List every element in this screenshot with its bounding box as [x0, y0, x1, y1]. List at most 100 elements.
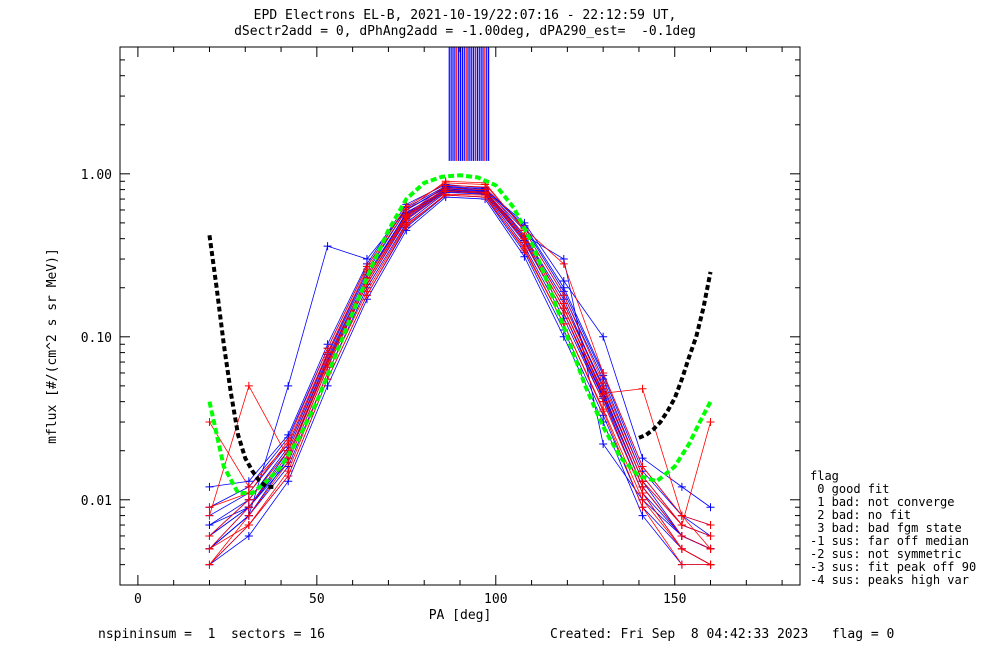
data-point-marker: [559, 291, 568, 300]
data-point-marker: [706, 531, 715, 540]
data-point-marker: [244, 531, 253, 540]
data-point-marker: [244, 503, 253, 512]
data-point-marker: [677, 482, 686, 491]
black-fit-curve: [207, 234, 274, 489]
data-point-marker: [441, 183, 450, 192]
data-point-marker: [244, 495, 253, 504]
data-point-marker: [284, 467, 293, 476]
y-tick-label: 1.00: [81, 168, 112, 183]
legend-entry: 0 good fit: [810, 482, 890, 496]
y-tick-label: 0.01: [81, 494, 112, 509]
data-point-marker: [323, 358, 332, 367]
data-point-marker: [599, 407, 608, 416]
axes: 0 50 100 150 0.01 0.10 1.00: [81, 46, 800, 607]
data-series-red: [209, 193, 711, 565]
data-series-blue: [209, 196, 711, 566]
legend-entry: -3 sus: fit peak off 90: [810, 560, 977, 574]
data-point-marker: [244, 511, 253, 520]
data-point-marker: [599, 439, 608, 448]
data-point-marker: [599, 379, 608, 388]
data-point-marker: [205, 482, 214, 491]
data-point-marker: [323, 242, 332, 251]
data-point-marker: [638, 462, 647, 471]
data-series-blue: [209, 189, 711, 550]
data-point-marker: [362, 255, 371, 264]
data-series-red: [209, 189, 711, 550]
data-point-marker: [520, 234, 529, 243]
legend-entry: 2 bad: no fit: [810, 508, 912, 522]
data-point-marker: [677, 511, 686, 520]
data-point-marker: [706, 544, 715, 553]
data-point-marker: [559, 259, 568, 268]
data-series-red: [209, 191, 711, 565]
data-point-marker: [638, 454, 647, 463]
data-series-blue: [209, 190, 711, 550]
data-point-marker: [559, 304, 568, 313]
data-point-marker: [323, 344, 332, 353]
data-series-group: [205, 177, 715, 569]
data-point-marker: [677, 544, 686, 553]
data-point-marker: [677, 560, 686, 569]
data-series-blue: [209, 189, 711, 550]
data-point-marker: [362, 287, 371, 296]
legend-entry: -2 sus: not symmetric: [810, 547, 962, 561]
data-point-marker: [402, 212, 411, 221]
data-point-marker: [244, 521, 253, 530]
fit-curves: [207, 173, 713, 496]
data-point-marker: [441, 191, 450, 200]
data-point-marker: [205, 511, 214, 520]
x-tick-label: 0: [134, 592, 142, 607]
chart-title-line2: dSectr2add = 0, dPhAng2add = -1.00deg, d…: [234, 24, 696, 39]
data-series-red: [209, 182, 711, 526]
data-series-blue: [209, 185, 711, 537]
data-series-blue: [209, 190, 711, 550]
data-point-marker: [481, 185, 490, 194]
x-tick-label: 100: [484, 592, 507, 607]
legend-entry: -4 sus: peaks high var: [810, 573, 969, 587]
data-point-marker: [481, 193, 490, 202]
data-point-marker: [559, 276, 568, 285]
data-series-blue: [209, 191, 711, 550]
data-point-marker: [599, 368, 608, 377]
data-point-marker: [205, 560, 214, 569]
data-point-marker: [677, 521, 686, 530]
data-point-marker: [244, 381, 253, 390]
legend-entry: -1 sus: far off median: [810, 534, 969, 548]
data-point-marker: [706, 418, 715, 427]
green-fit-curve: [207, 173, 713, 496]
data-point-marker: [638, 511, 647, 520]
legend-title: flag: [810, 469, 839, 483]
data-series-red: [209, 184, 711, 537]
data-series-blue: [209, 191, 711, 565]
data-point-marker: [599, 332, 608, 341]
data-point-marker: [284, 436, 293, 445]
data-point-marker: [205, 503, 214, 512]
data-point-marker: [599, 390, 608, 399]
data-point-marker: [638, 503, 647, 512]
flag-legend: flag 0 good fit 1 bad: not converge 2 ba…: [810, 470, 976, 587]
legend-entry: 3 bad: bad fgm state: [810, 521, 962, 535]
data-point-marker: [402, 202, 411, 211]
data-point-marker: [205, 521, 214, 530]
x-tick-label: 50: [309, 592, 325, 607]
data-series-blue: [209, 194, 711, 565]
data-point-marker: [205, 531, 214, 540]
data-point-marker: [677, 531, 686, 540]
data-point-marker: [706, 521, 715, 530]
x-axis-label: PA [deg]: [429, 608, 492, 623]
x-tick-label: 150: [663, 592, 686, 607]
footer-spin-info: nspininsum = 1 sectors = 16: [98, 627, 325, 642]
data-series-blue: [209, 187, 711, 550]
black-fit-curve: [638, 271, 713, 440]
data-series-red: [209, 180, 711, 526]
data-point-marker: [638, 482, 647, 491]
data-point-marker: [638, 384, 647, 393]
chart-title-line1: EPD Electrons EL-B, 2021-10-19/22:07:16 …: [253, 8, 677, 23]
data-point-marker: [706, 503, 715, 512]
data-point-marker: [706, 560, 715, 569]
footer-created-info: Created: Fri Sep 8 04:42:33 2023 flag = …: [550, 627, 895, 642]
peak-spikes: [448, 47, 490, 161]
legend-entry: 1 bad: not converge: [810, 495, 955, 509]
data-series-red: [209, 187, 711, 550]
data-series-blue: [209, 191, 711, 550]
